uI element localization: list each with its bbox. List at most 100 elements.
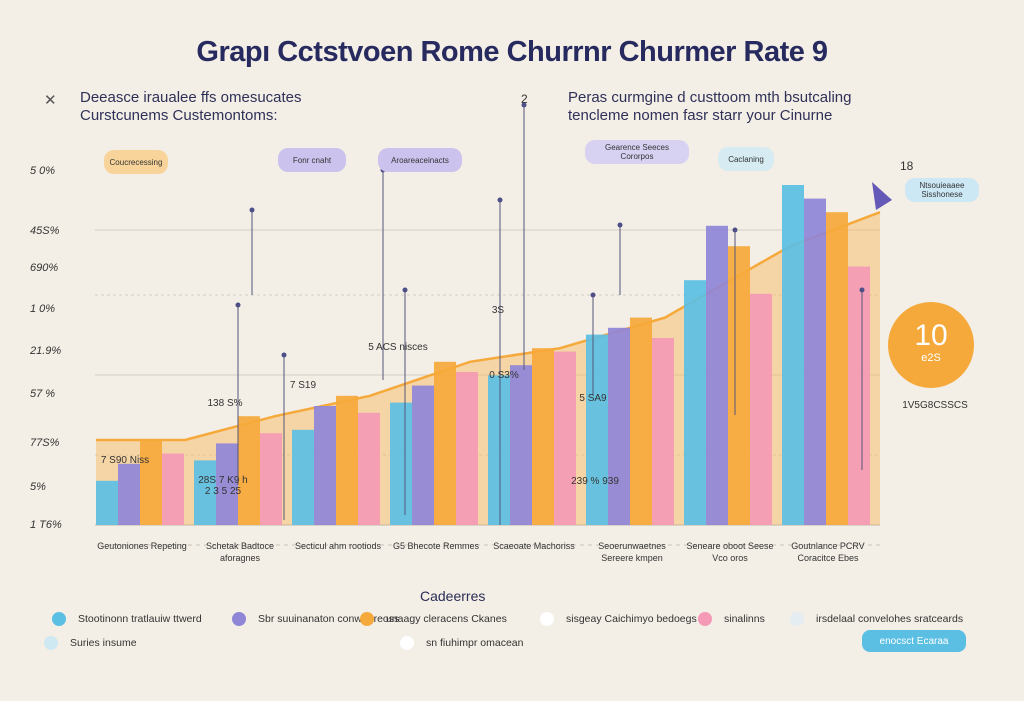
legend-item[interactable]: sn fiuhimpr omacean (400, 636, 523, 650)
x-tick-label: Goutnlance PCRV Coracitce Ebes (791, 541, 865, 563)
bar-steaudnm-2 (194, 460, 216, 525)
bar-shbrees-7 (750, 293, 772, 525)
bar-unaagy-cleracens-2 (238, 416, 260, 525)
bar-steaudnm-4 (390, 402, 412, 525)
badge-value: 10 (914, 319, 948, 352)
bar-shbrees-3 (358, 412, 380, 525)
bar-sbr-subsination-4 (412, 385, 434, 525)
bar-value-label: 0 S3% (489, 370, 519, 381)
bar-steaudnm-1 (96, 480, 118, 525)
legend-label: irsdelaal convelohes sratceards (816, 613, 964, 625)
x-tick-label: G5 Bhecote Remmes (392, 541, 480, 551)
bar-sbr-subsination-3 (314, 406, 336, 525)
bar-sbr-subsination-7 (706, 225, 728, 526)
badge-caption: 1V5G8CSSCS (902, 400, 968, 411)
stem-dot-7 (521, 102, 527, 108)
y-tick-label: 77S% (30, 437, 60, 449)
bar-sbr-subsination-2 (216, 443, 238, 525)
legend-item[interactable]: sinalinns (698, 612, 765, 626)
x-tick-label: Geutoniones Repeting (97, 541, 187, 551)
legend-item[interactable]: sisgeay Caichimyo bedoegs (540, 612, 697, 626)
legend-label: sisgeay Caichimyo bedoegs (566, 613, 697, 625)
y-tick-label: 57 % (30, 388, 56, 400)
bar-steaudnm-7 (684, 280, 706, 525)
trend-arrowhead (872, 182, 892, 210)
legend-item[interactable]: irsdelaal convelohes sratceards (790, 612, 963, 626)
annotation-pill: Caclaning (718, 147, 774, 171)
x-tick-label: Seoerunwaetnes Sereere kmpen (598, 541, 666, 563)
subtitle-left: Deeasce iraualee ffs omesucates Curstcun… (80, 89, 340, 125)
sparkle-icon: ✕ (44, 92, 57, 109)
legend-item[interactable]: Suries insume (44, 636, 137, 650)
bar-unaagy-cleracens-3 (336, 395, 358, 525)
subtitle-left-line-2: Curstcunems Custemontoms: (80, 107, 278, 124)
x-tick-label: Secticul ahm rootiods (294, 541, 382, 551)
bar-unaagy-cleracens-8 (826, 212, 848, 525)
bar-steaudnm-5 (488, 375, 510, 525)
bar-shbrees-5 (554, 351, 576, 525)
legend-item[interactable]: unaagy cleracens Ckanes (360, 612, 507, 626)
bar-value-label: 28S 7 K9 h 2 3 5 25 (198, 475, 248, 497)
bar-value-label: 5 ACS nisces (368, 342, 428, 353)
bar-shbrees-4 (456, 372, 478, 525)
bar-steaudnm-6 (586, 334, 608, 525)
legend-swatch-icon (360, 612, 374, 626)
bar-series (96, 185, 870, 526)
x-tick-label: Scaeoate Machoriss (493, 541, 575, 551)
y-tick-label: 21.9% (30, 345, 62, 357)
annotation-pill: Coucrecessing (104, 150, 168, 174)
legend-label: unaagy cleracens Ckanes (386, 613, 507, 625)
legend-item[interactable]: Stootinonn tratlauiw ttwerd (52, 612, 202, 626)
stem-dot-8 (590, 292, 596, 298)
y-tick-label: 1 T6% (30, 519, 62, 531)
bar-steaudnm-3 (292, 429, 314, 525)
y-tick-label: 5% (30, 481, 46, 493)
stem-dot-10 (732, 227, 738, 233)
bar-unaagy-cleracens-1 (140, 440, 162, 525)
stem-dot-2 (235, 302, 241, 308)
subtitle-right-line-2: tencleme nomen fasr starr your Cinurne (568, 107, 833, 124)
subtitle-right-line-1: Peras curmgine d custtoom mth bsutcaling (568, 89, 852, 106)
annotation-pill: Aroareaceinacts (378, 148, 462, 172)
bar-sbr-subsination-6 (608, 327, 630, 525)
legend-action-button[interactable]: enocsct Ecaraa (862, 630, 966, 652)
bar-unaagy-cleracens-7 (728, 246, 750, 525)
bar-unaagy-cleracens-5 (532, 348, 554, 525)
stem-dot-6 (497, 197, 503, 203)
bar-shbrees-2 (260, 433, 282, 525)
bar-unaagy-cleracens-6 (630, 317, 652, 525)
bar-value-label: 3S (491, 305, 505, 316)
bar-value-label: 7 S19 (289, 380, 317, 391)
legend-swatch-icon (698, 612, 712, 626)
stem-dot-11 (859, 287, 865, 293)
bar-unaagy-cleracens-4 (434, 361, 456, 525)
x-tick-label: Seneare oboot Seese Vco oros (686, 541, 774, 563)
bar-shbrees-1 (162, 453, 184, 525)
stem-dot-1 (249, 207, 255, 213)
bar-value-label: 5 SA9 (579, 393, 607, 404)
legend-swatch-icon (540, 612, 554, 626)
subtitle-right: Peras curmgine d custtoom mth bsutcaling… (568, 89, 868, 125)
annotation-pill: Gearence Seeces Cororpos (585, 140, 689, 164)
subtitle-left-line-1: Deeasce iraualee ffs omesucates (80, 89, 302, 106)
y-tick-label: 45S% (30, 225, 60, 237)
legend-label: Suries insume (70, 637, 137, 649)
legend-label: sn fiuhimpr omacean (426, 637, 524, 649)
y-tick-label: 1 0% (30, 303, 56, 315)
peak-label: 18 (900, 159, 914, 173)
bar-value-label: 7 S90 Niss (100, 455, 150, 466)
legend-label: sinalinns (724, 613, 765, 625)
bar-sbr-subsination-1 (118, 463, 140, 525)
badge-label: e2S (921, 352, 941, 364)
stem-dot-5 (402, 287, 408, 293)
y-tick-label: 690% (30, 262, 59, 274)
legend-label: Stootinonn tratlauiw ttwerd (78, 613, 202, 625)
bar-shbrees-8 (848, 266, 870, 525)
chart-title: Grapı Cctstvoen Rome Churrnr Churmer Rat… (196, 36, 828, 68)
bar-sbr-subsination-5 (510, 365, 532, 525)
bar-value-label: 239 % 939 (571, 476, 619, 487)
bar-value-label: 138 S% (207, 398, 243, 409)
legend-title: Cadeerres (420, 588, 486, 604)
legend-swatch-icon (52, 612, 66, 626)
